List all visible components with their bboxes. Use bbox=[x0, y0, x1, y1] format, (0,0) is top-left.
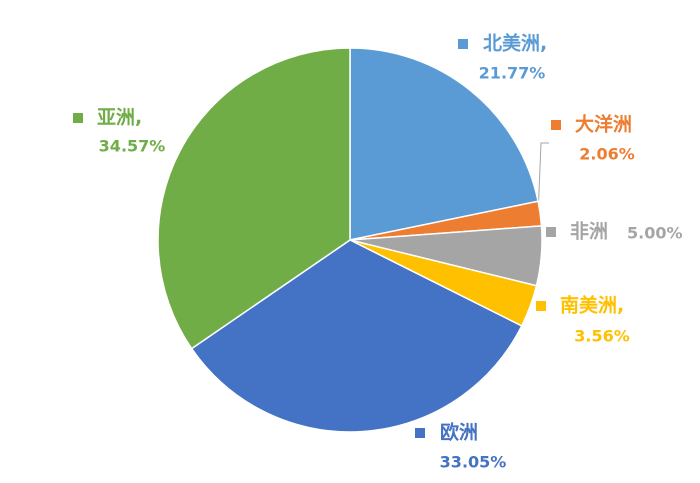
label-marker bbox=[551, 120, 561, 130]
value-label: 34.57% bbox=[99, 137, 166, 156]
value-label: 5.00% bbox=[627, 224, 683, 243]
leader-line bbox=[537, 142, 549, 217]
category-label: 欧洲 bbox=[440, 421, 478, 444]
category-label: 非洲 bbox=[570, 221, 608, 243]
category-label: 南美洲, bbox=[560, 294, 624, 317]
value-label: 21.77% bbox=[479, 64, 546, 83]
category-label: 大洋洲 bbox=[575, 113, 632, 136]
label-marker bbox=[73, 113, 83, 123]
value-label: 3.56% bbox=[574, 327, 630, 346]
label-marker bbox=[415, 428, 425, 438]
label-marker bbox=[546, 227, 556, 237]
category-label: 北美洲, bbox=[483, 32, 547, 55]
pie-slice bbox=[190, 239, 523, 433]
value-label: 2.06% bbox=[579, 145, 635, 164]
pie-slice bbox=[157, 47, 351, 350]
pie-slice bbox=[349, 47, 539, 241]
category-label: 亚洲, bbox=[97, 107, 142, 129]
value-label: 33.05% bbox=[440, 453, 507, 472]
label-marker bbox=[536, 301, 546, 311]
label-marker bbox=[458, 39, 468, 49]
